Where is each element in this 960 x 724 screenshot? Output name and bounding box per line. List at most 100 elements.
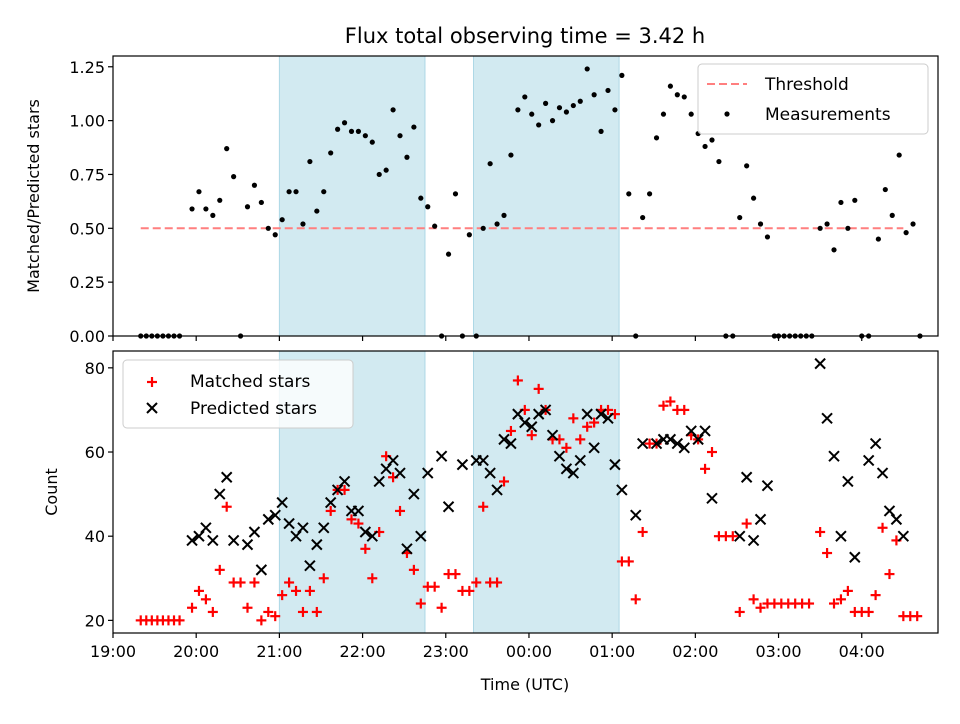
bottom-xlabel: Time (UTC) (480, 675, 569, 694)
measurement-point (838, 199, 844, 206)
measurement-point (355, 128, 362, 134)
predicted-star-point (338, 475, 351, 488)
measurement-point (688, 111, 694, 117)
measurement-point (418, 195, 424, 201)
predicted-star-point (539, 404, 552, 416)
measurement-point (744, 163, 750, 169)
predicted-star-point (477, 454, 489, 467)
measurement-point (709, 137, 715, 143)
matched-star-point (679, 404, 690, 415)
measurement-point (845, 225, 851, 231)
predicted-star-point (761, 479, 774, 492)
matched-star-point (478, 501, 489, 512)
measurement-point (244, 204, 251, 210)
measurement-point (286, 189, 292, 195)
matched-star-point (727, 531, 738, 542)
top-plot-frame (112, 55, 939, 337)
predicted-star-point (387, 454, 399, 467)
predicted-star-point (324, 496, 337, 509)
matched-star-point (835, 594, 846, 605)
predicted-star-point (546, 429, 559, 441)
predicted-star-point (297, 522, 309, 534)
measurement-point (501, 212, 507, 218)
predicted-star-point (532, 408, 545, 420)
measurement-point (626, 191, 632, 197)
measurement-point (508, 152, 514, 158)
predicted-star-point (435, 450, 448, 462)
y-tick-label: 0.25 (69, 273, 105, 292)
matched-star-point (415, 598, 426, 609)
measurement-point (529, 111, 535, 117)
predicted-star-point (734, 530, 746, 542)
predicted-star-point (304, 559, 316, 572)
measurement-point (831, 247, 837, 253)
matched-star-point (429, 581, 440, 592)
measurement-point (757, 221, 764, 227)
measurement-point (737, 214, 743, 221)
predicted-star-point (352, 505, 365, 517)
predicted-star-point (828, 450, 840, 462)
measurement-point (522, 94, 528, 100)
measurement-point (605, 87, 611, 94)
measurement-point (591, 92, 597, 98)
legend-matched-label: Matched stars (190, 372, 310, 392)
predicted-star-point (283, 517, 295, 530)
measurement-point (466, 232, 472, 238)
measurement-point (556, 105, 563, 111)
measurement-point (674, 92, 680, 98)
top-legend: Threshold Measurements (697, 63, 929, 135)
matched-star-point (877, 522, 888, 533)
measurement-point (383, 167, 389, 173)
predicted-star-point (241, 538, 254, 551)
matched-star-point (804, 598, 815, 609)
measurement-point (279, 217, 285, 223)
measurement-point (660, 111, 667, 117)
predicted-star-point (754, 513, 767, 526)
predicted-star-point (526, 421, 538, 433)
measurement-point (300, 221, 306, 227)
measurement-point (335, 126, 341, 132)
matched-star-point (325, 505, 336, 516)
matched-star-point (526, 430, 537, 441)
measurement-point (536, 122, 542, 128)
matched-star-point (665, 396, 676, 407)
predicted-star-point (869, 437, 882, 450)
predicted-star-point (567, 467, 580, 479)
predicted-star-point (318, 522, 330, 534)
measurement-point (619, 72, 625, 78)
measurement-point (217, 197, 223, 203)
measurement-point (653, 135, 660, 141)
predicted-star-point (359, 526, 372, 538)
measurement-point (549, 118, 556, 124)
measurement-point (764, 234, 771, 240)
predicted-star-point (401, 543, 413, 555)
measurement-point (196, 189, 202, 195)
measurement-point (577, 98, 583, 104)
measurement-point (411, 124, 417, 130)
predicted-star-point (415, 530, 427, 542)
predicted-star-point (193, 530, 205, 542)
predicted-star-point (602, 412, 614, 425)
matched-star-point (755, 602, 766, 613)
predicted-star-point (380, 463, 392, 475)
matched-star-point (706, 447, 717, 458)
predicted-star-point (269, 509, 281, 521)
predicted-star-point (484, 467, 496, 479)
predicted-star-point (664, 433, 677, 446)
observing-window-band (278, 55, 426, 337)
matched-star-point (284, 577, 295, 588)
predicted-star-point (595, 408, 607, 420)
y-tick-label: 0.75 (69, 165, 105, 184)
measurement-point (817, 225, 823, 231)
predicted-star-point (311, 538, 323, 551)
matched-star-point (395, 505, 406, 516)
measurement-point (341, 120, 348, 126)
measurement-point (432, 223, 438, 229)
y-tick-label: 80 (85, 359, 105, 378)
x-tick-label: 00:00 (506, 642, 552, 661)
predicted-star-point (214, 488, 226, 500)
matched-star-point (339, 484, 350, 495)
y-tick-label: 60 (85, 443, 105, 462)
predicted-star-point (560, 463, 573, 475)
